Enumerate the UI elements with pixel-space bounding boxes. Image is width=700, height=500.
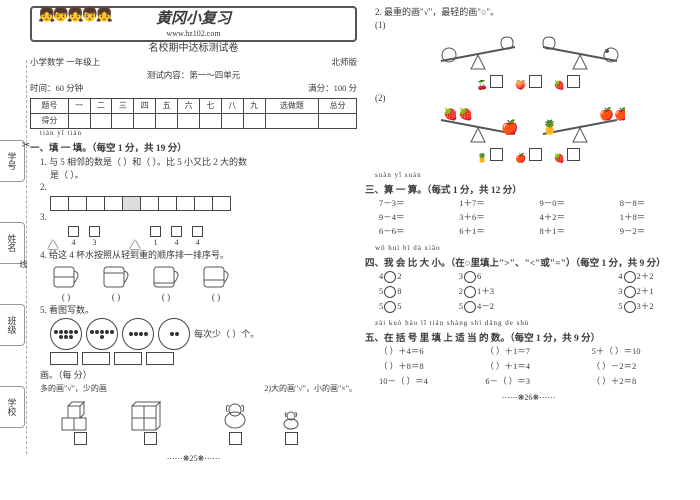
fill-grid: （ ）＋4＝6（ ）＋1＝75＋（ ）＝10 （ ）＋8＝8（ ）＋1＝4（ ）… bbox=[379, 346, 692, 388]
tab-school: 学校 bbox=[0, 386, 25, 428]
shape-groups: 4 3 1 4 4 bbox=[48, 226, 357, 248]
dog-big-icon bbox=[220, 398, 250, 432]
r-l2: (2) bbox=[375, 92, 692, 105]
dots-row: 每次少（ ）个。 bbox=[50, 318, 357, 350]
q4: 4. 给这 4 杯水按照从轻到重的顺序排一排序号。 bbox=[40, 249, 357, 262]
fold-line bbox=[26, 60, 27, 454]
side-tabs: 学号 姓名 班级 学校 bbox=[0, 0, 26, 464]
blocks-compare bbox=[60, 398, 357, 449]
seesaw-1 bbox=[365, 33, 692, 73]
kids-icon: 👧👦👧👦👧 bbox=[38, 6, 110, 26]
r-q2: 2. 最重的画"√"，最轻的画"○"。 bbox=[375, 6, 692, 19]
sec3-pinyin: suàn yī suàn bbox=[375, 171, 692, 181]
fold-label-line: 线 bbox=[18, 260, 29, 268]
sec4-pinyin: wǒ huì bǐ dà xiǎo bbox=[375, 244, 692, 254]
seesaw-left-icon bbox=[433, 33, 523, 73]
q1b: 是（ ）。 bbox=[50, 169, 357, 182]
answer-boxes bbox=[50, 352, 357, 365]
seesaw-right-icon bbox=[535, 33, 625, 73]
paper-subtitle: 名校期中达标测试卷 bbox=[30, 42, 357, 56]
sec5-pinyin: zài kuò hào lǐ tián shàng shì dàng de sh… bbox=[375, 319, 692, 329]
sec3-title: 三、算 一 算。（每式 1 分，共 12 分） bbox=[365, 185, 692, 198]
right-page: 2. 最重的画"√"，最轻的画"○"。 (1) 🍒 🍑 🍓 (2) 🍓🍓 🍎 🍍 🍎… bbox=[365, 6, 692, 464]
cup-icon bbox=[150, 263, 182, 291]
q1: 1. 与 5 相邻的数是（ ）和（ ）。比 5 小又比 2 大的数 bbox=[40, 156, 357, 169]
sec4-title: 四、我 会 比 大 小。（在○里填上">"、"<"或"="）（每空 1 分，共 … bbox=[365, 258, 692, 271]
svg-text:🍎🍎: 🍎🍎 bbox=[599, 106, 625, 121]
sec5-title: 五、在 括 号 里 填 上 适 当 的 数。（每空 1 分，共 9 分） bbox=[365, 333, 692, 346]
cup-icon bbox=[100, 263, 132, 291]
meta-full: 满分：100 分 bbox=[308, 83, 357, 95]
fill-b: 2)大的画"√"，小的画"×"。 bbox=[264, 383, 357, 394]
dot-circle bbox=[86, 318, 118, 350]
cups-row: ( ) ( ) ( ) ( ) bbox=[50, 263, 357, 304]
left-page: 👧👦👧👦👧 黄冈小复习 www.hz102.com 名校期中达标测试卷 小学数学… bbox=[30, 6, 357, 464]
site-url: www.hz102.com bbox=[38, 28, 349, 39]
fill-title: 画。（每 分） bbox=[40, 369, 357, 382]
tab-name: 姓名 bbox=[0, 222, 25, 264]
q5-tail: 每次少（ ）个。 bbox=[194, 328, 259, 341]
page-num-right: ⋯⋯❋26❋⋯⋯ bbox=[365, 392, 692, 403]
meta-grade: 小学数学 一年级上 bbox=[30, 57, 100, 69]
calc-grid: 7－3＝1＋7＝9－0＝8－8＝ 9－4＝3＋6＝4＋2＝1＋8＝ 6－6＝6＋… bbox=[379, 198, 692, 238]
svg-text:🍎: 🍎 bbox=[501, 118, 518, 136]
dog-small-icon bbox=[280, 398, 302, 432]
cup-icon bbox=[50, 263, 82, 291]
answer-row1: 🍒 🍑 🍓 bbox=[365, 75, 692, 92]
page-num-left: ⋯⋯❋25❋⋯⋯ bbox=[30, 453, 357, 464]
header-box: 👧👦👧👦👧 黄冈小复习 www.hz102.com bbox=[30, 6, 357, 42]
cup-icon bbox=[200, 263, 232, 291]
meta-time: 时间：60 分钟 bbox=[30, 83, 83, 95]
seesaw-2: 🍓🍓 🍎 🍍 🍎🍎 bbox=[365, 106, 692, 146]
dot-circle bbox=[122, 318, 154, 350]
answer-row2: 🍍 🍎 🍓 bbox=[365, 148, 692, 165]
meta-edition: 北师版 bbox=[331, 57, 357, 69]
svg-text:🍍: 🍍 bbox=[541, 119, 558, 136]
tab-class: 班级 bbox=[0, 304, 25, 346]
seesaw2-left-icon: 🍓🍓 🍎 bbox=[433, 106, 523, 146]
r-l1: (1) bbox=[375, 19, 692, 32]
sec1-pinyin: tián yī tián bbox=[40, 129, 357, 139]
score-table: 题号一二三四五六七八九选做题总分 得分 bbox=[30, 98, 357, 129]
dot-circle bbox=[50, 318, 82, 350]
number-strip bbox=[50, 196, 357, 211]
seesaw2-right-icon: 🍍 🍎🍎 bbox=[535, 106, 625, 146]
svg-text:🍓🍓: 🍓🍓 bbox=[443, 107, 473, 121]
sec1-title: 一、填 一 填。（每空 1 分，共 19 分） bbox=[30, 143, 357, 156]
blocks-a-icon bbox=[60, 398, 100, 432]
q2-label: 2. bbox=[40, 181, 357, 194]
meta-scope: 测试内容：第一～四单元 bbox=[147, 70, 241, 82]
q5: 5. 看图写数。 bbox=[40, 304, 357, 317]
blocks-b-icon bbox=[130, 398, 170, 432]
comp-grid: 423642＋2 5821＋332＋1 5554－253＋2 bbox=[379, 271, 692, 313]
dot-circle bbox=[158, 318, 190, 350]
fill-a: 多的画"√"，少的画 bbox=[40, 383, 107, 394]
q3-label: 3. bbox=[40, 211, 357, 224]
